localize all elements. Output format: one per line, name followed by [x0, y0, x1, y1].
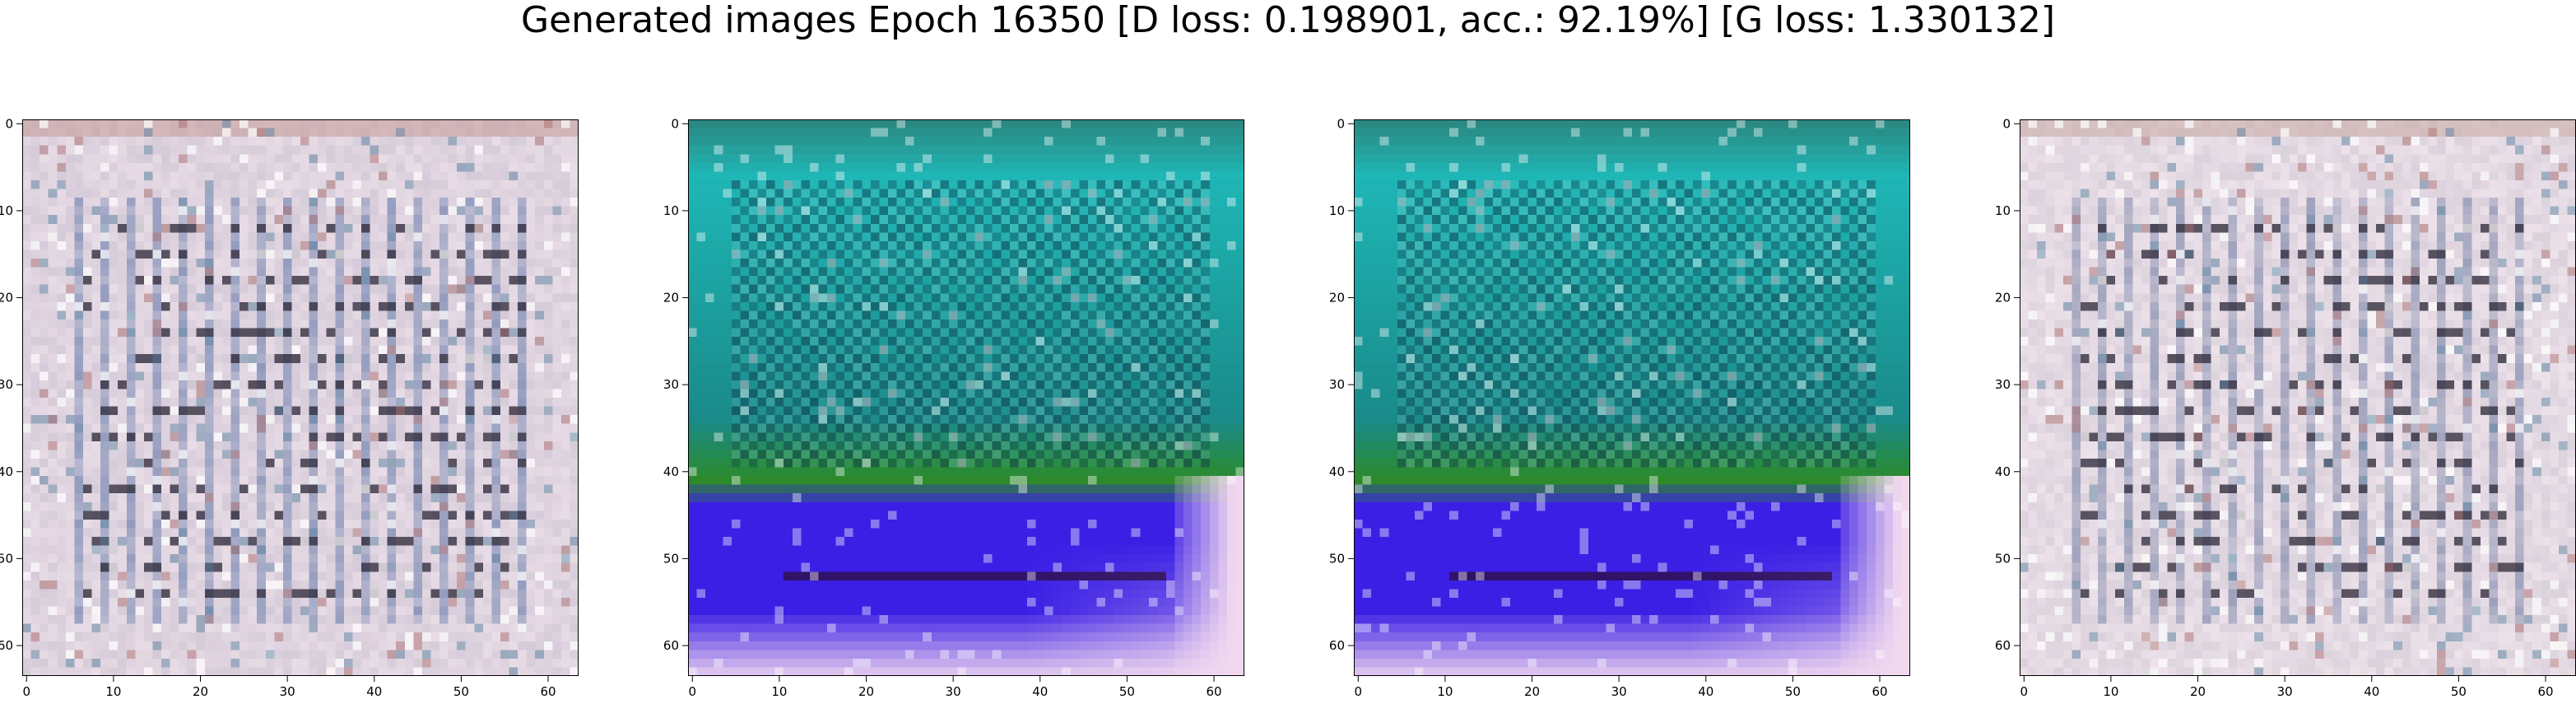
y-tick-label: 50	[0, 551, 13, 566]
x-tick-label: 10	[771, 684, 787, 699]
y-tick-label: 60	[1995, 638, 2011, 653]
y-tick-label: 30	[1995, 377, 2011, 392]
y-tick-label: 40	[1329, 464, 1345, 479]
x-tick-label: 10	[105, 684, 121, 699]
x-tick-label: 20	[2190, 684, 2206, 699]
x-tick-label: 20	[193, 684, 208, 699]
y-tick-label: 20	[1329, 291, 1345, 305]
figure-title: Generated images Epoch 16350 [D loss: 0.…	[0, 0, 2576, 41]
y-tick-label: 60	[663, 638, 679, 653]
x-tick-label: 0	[1355, 684, 1363, 699]
x-tick-label: 30	[280, 684, 295, 699]
y-tick-label: 50	[663, 551, 679, 566]
y-tick-label: 30	[1329, 377, 1345, 392]
y-tick-label: 20	[663, 291, 679, 305]
y-tick-label: 20	[1995, 291, 2011, 305]
generated-image-3	[1354, 119, 1910, 676]
x-tick-label: 60	[2537, 684, 2553, 699]
y-tick-label: 50	[1329, 551, 1345, 566]
y-tick-label: 10	[663, 203, 679, 218]
y-tick-label: 40	[1995, 464, 2011, 479]
y-tick-label: 30	[0, 377, 13, 392]
y-tick-label: 10	[0, 203, 13, 218]
x-tick-label: 10	[2103, 684, 2118, 699]
x-tick-label: 40	[1032, 684, 1048, 699]
x-tick-label: 40	[1698, 684, 1713, 699]
x-tick-label: 0	[689, 684, 697, 699]
y-tick-label: 60	[1329, 638, 1345, 653]
y-tick-label: 40	[663, 464, 679, 479]
y-tick-label: 0	[2002, 116, 2011, 131]
x-tick-label: 30	[1611, 684, 1627, 699]
x-tick-label: 0	[2020, 684, 2029, 699]
y-tick-label: 50	[1995, 551, 2011, 566]
x-tick-label: 60	[540, 684, 556, 699]
generated-image-2	[688, 119, 1244, 676]
y-tick-label: 60	[0, 638, 13, 653]
x-tick-label: 0	[23, 684, 31, 699]
y-tick-label: 20	[0, 291, 13, 305]
y-tick-label: 10	[1329, 203, 1345, 218]
x-tick-label: 50	[1119, 684, 1135, 699]
y-tick-label: 10	[1995, 203, 2011, 218]
x-tick-label: 20	[858, 684, 874, 699]
x-tick-label: 40	[2364, 684, 2379, 699]
x-tick-label: 50	[453, 684, 469, 699]
x-tick-label: 40	[366, 684, 382, 699]
y-tick-label: 0	[1337, 116, 1345, 131]
x-tick-label: 50	[2451, 684, 2467, 699]
x-tick-label: 30	[2277, 684, 2293, 699]
y-tick-label: 40	[0, 464, 13, 479]
x-tick-label: 20	[1524, 684, 1540, 699]
generated-image-4	[2020, 119, 2576, 676]
x-tick-label: 60	[1872, 684, 1887, 699]
x-tick-label: 50	[1785, 684, 1801, 699]
y-tick-label: 0	[5, 116, 13, 131]
x-tick-label: 30	[946, 684, 961, 699]
y-tick-label: 30	[663, 377, 679, 392]
generated-image-1	[22, 119, 579, 676]
x-tick-label: 60	[1206, 684, 1221, 699]
x-tick-label: 10	[1437, 684, 1453, 699]
y-tick-label: 0	[671, 116, 679, 131]
